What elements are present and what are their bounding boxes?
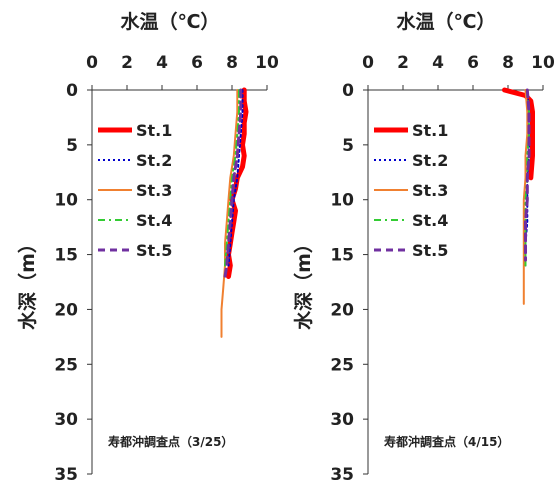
y-tick-label: 35 [54,465,78,484]
y-tick-label: 10 [330,191,354,211]
x-axis-title: 水温（℃） [396,10,495,33]
x-tick-label: 10 [531,53,555,73]
y-tick-label: 5 [342,136,354,156]
station-annotation: 寿都沖調査点（4/15） [384,434,509,449]
y-tick-label: 20 [330,300,354,320]
legend-label: St.4 [412,211,448,230]
legend-label: St.1 [136,121,172,140]
y-tick-label: 30 [54,410,78,430]
y-tick-label: 0 [66,81,78,101]
y-tick-label: 25 [330,355,354,375]
x-tick-label: 10 [255,53,279,73]
series-line-st5 [524,88,531,262]
y-tick-label: 35 [330,465,354,484]
x-tick-label: 6 [191,53,203,73]
y-tick-label: 0 [342,81,354,101]
station-annotation: 寿都沖調査点（3/25） [108,434,233,449]
y-axis-title: 水深（m） [292,234,315,330]
legend-label: St.3 [412,181,448,200]
x-tick-label: 8 [502,53,514,73]
legend-label: St.2 [136,151,172,170]
y-tick-label: 10 [54,191,78,211]
x-tick-label: 4 [156,53,168,73]
y-tick-label: 20 [54,300,78,320]
legend-label: St.4 [136,211,172,230]
legend-label: St.5 [412,241,448,260]
legend-label: St.3 [136,181,172,200]
x-tick-label: 2 [121,53,133,73]
y-tick-label: 15 [54,246,78,266]
series-line-st3 [522,89,529,305]
series-line-st4 [224,89,240,267]
series-line-st5 [223,88,243,278]
y-tick-label: 25 [54,355,78,375]
y-tick-label: 30 [330,410,354,430]
x-tick-label: 0 [362,53,374,73]
series-line-st3 [220,89,239,338]
legend-label: St.5 [136,241,172,260]
x-tick-label: 0 [86,53,98,73]
y-tick-label: 15 [330,246,354,266]
x-tick-label: 6 [467,53,479,73]
y-axis-title: 水深（m） [16,234,39,330]
series-line-st2 [227,89,244,267]
x-tick-label: 8 [226,53,238,73]
x-tick-label: 2 [397,53,409,73]
legend-label: St.2 [412,151,448,170]
x-tick-label: 4 [432,53,444,73]
legend-label: St.1 [412,121,448,140]
x-axis-title: 水温（℃） [120,10,219,33]
y-tick-label: 5 [66,136,78,156]
